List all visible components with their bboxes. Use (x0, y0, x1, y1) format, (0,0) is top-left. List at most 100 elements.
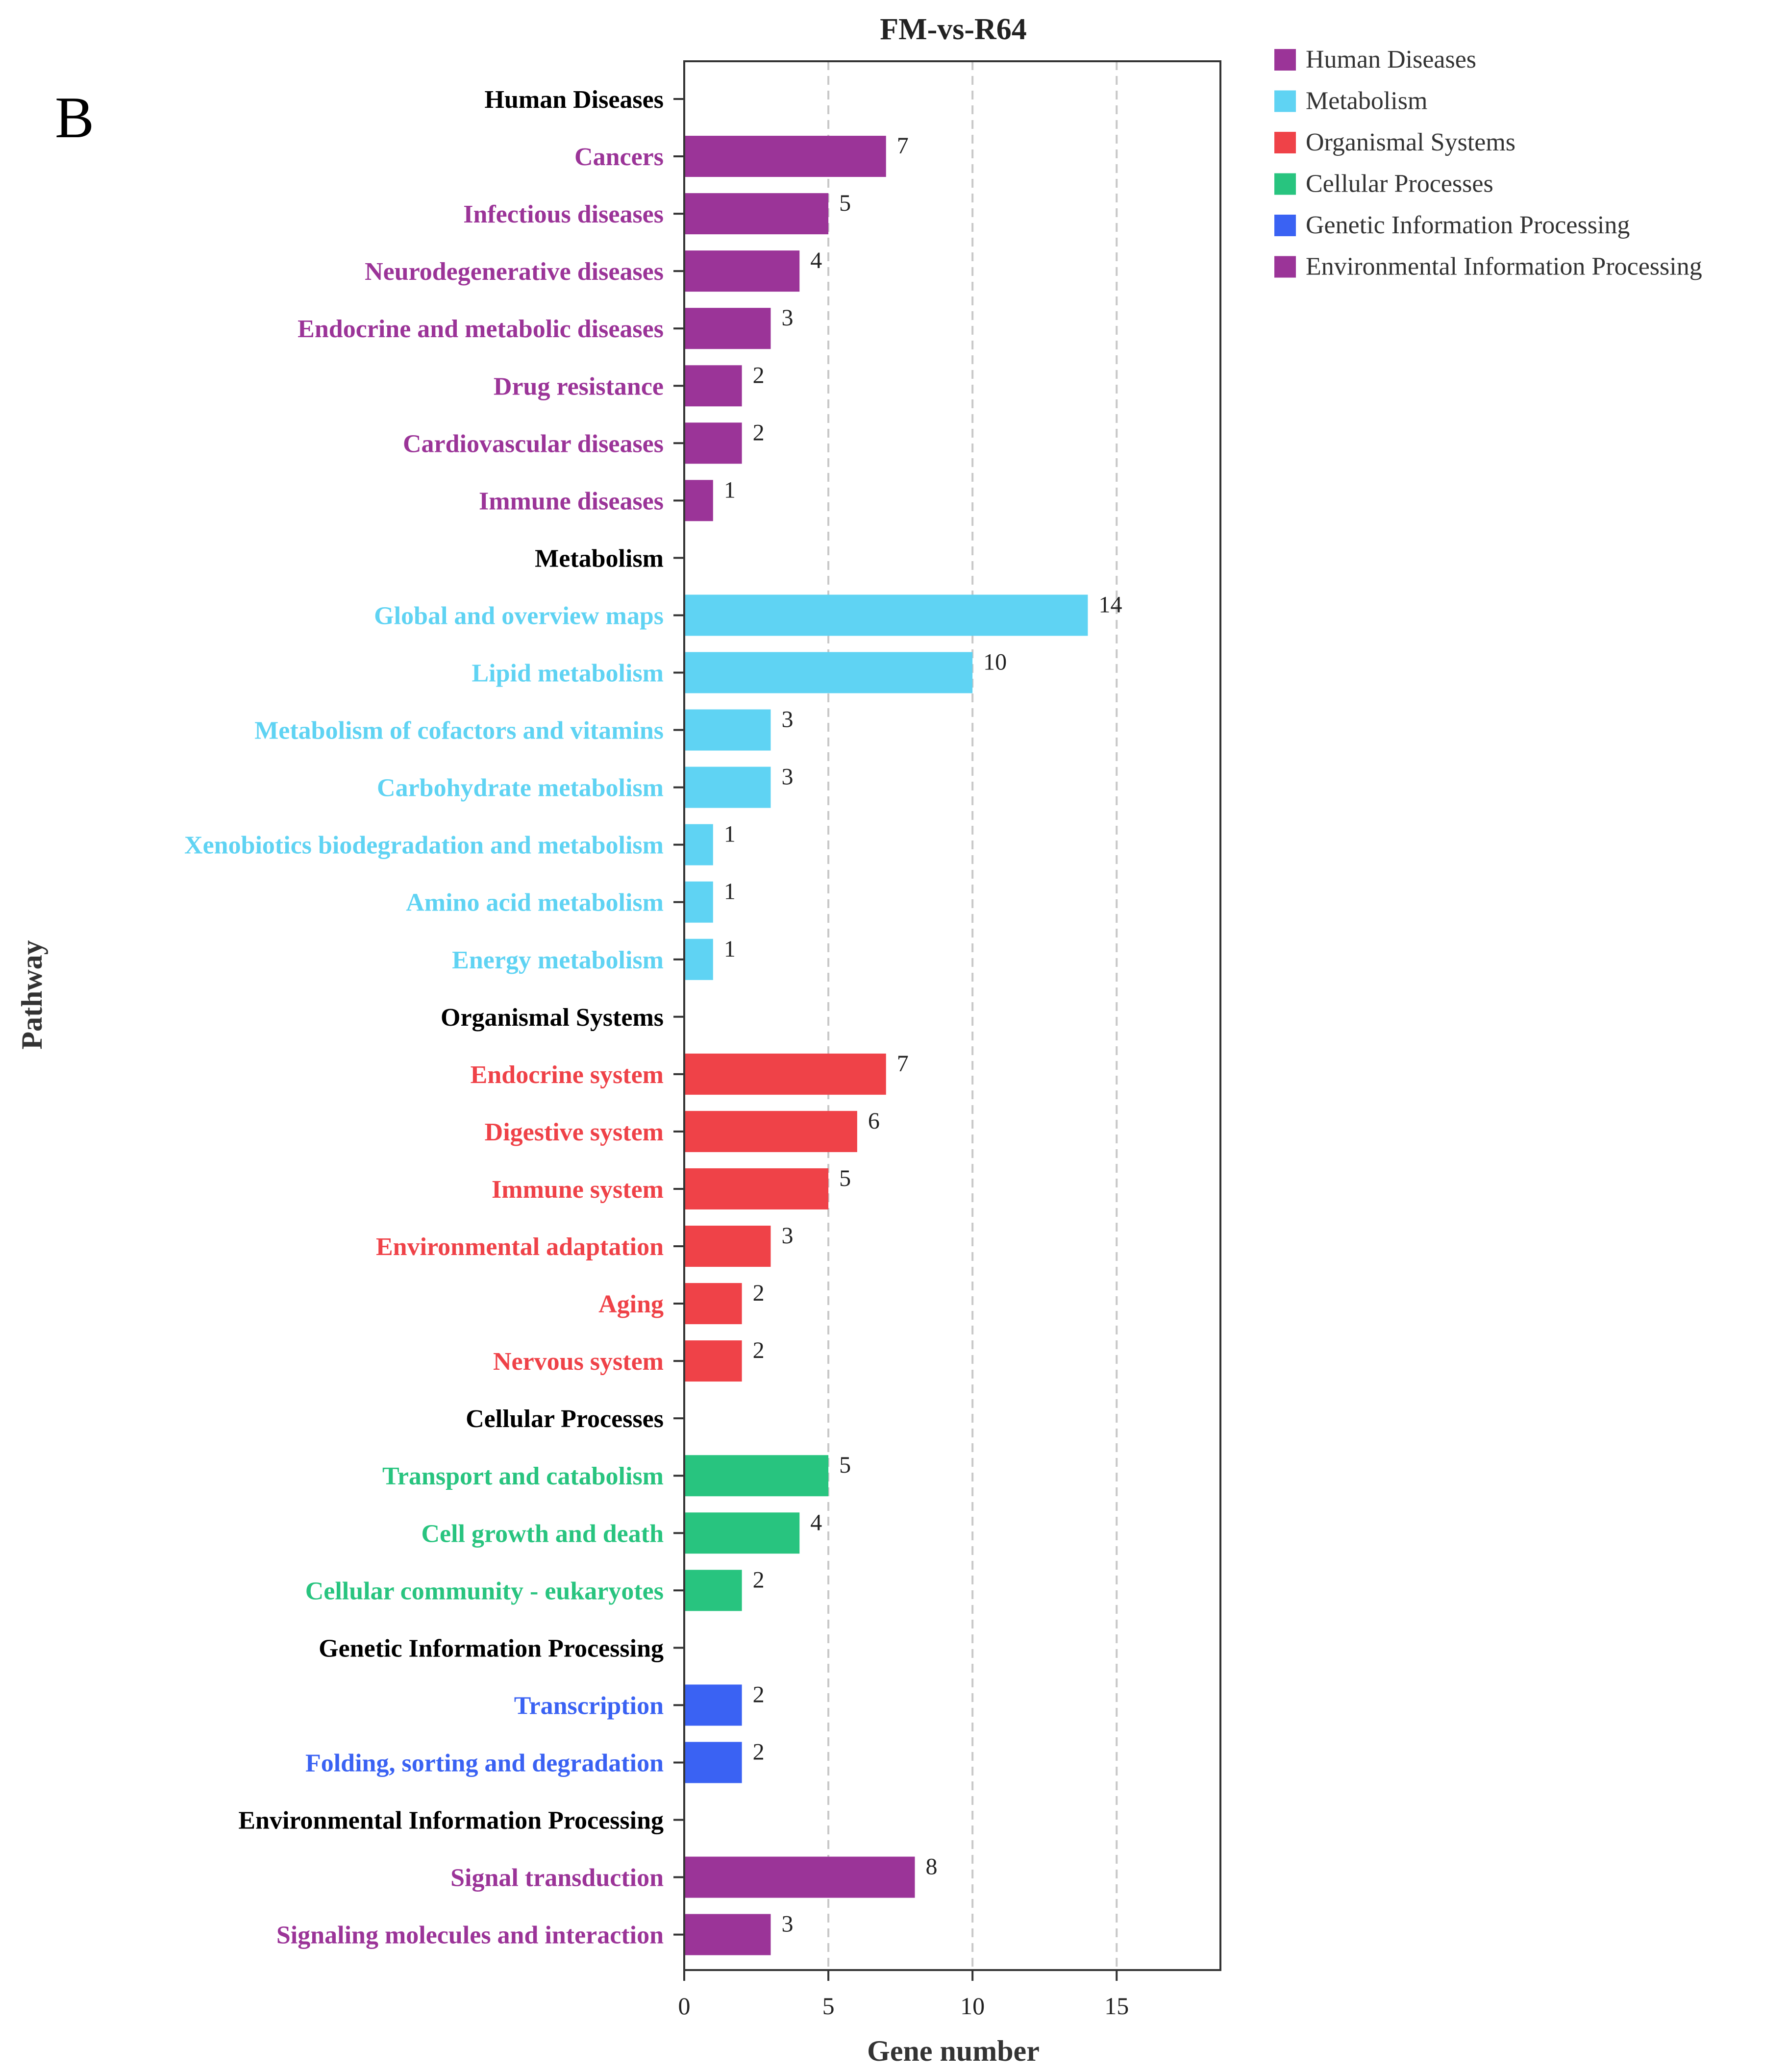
value-label: 3 (781, 305, 793, 331)
value-label: 6 (868, 1108, 880, 1134)
value-label: 2 (753, 1681, 765, 1707)
value-label: 4 (810, 1509, 822, 1535)
value-label: 4 (810, 247, 822, 273)
chart-title: FM-vs-R64 (880, 13, 1027, 46)
group-header-label: Organismal Systems (441, 1004, 664, 1032)
bar (684, 1110, 857, 1152)
value-label: 8 (926, 1854, 938, 1880)
value-label: 2 (753, 1567, 765, 1593)
value-label: 14 (1098, 592, 1122, 617)
category-label: Energy metabolism (452, 946, 664, 974)
category-label: Folding, sorting and degradation (305, 1749, 664, 1777)
bar (684, 709, 771, 751)
x-tick-label: 0 (678, 1992, 691, 2020)
category-label: Infectious diseases (463, 200, 664, 228)
bar (684, 136, 886, 177)
category-label: Aging (598, 1290, 664, 1318)
bar (684, 365, 742, 407)
category-label: Cell growth and death (421, 1520, 664, 1548)
group-header-label: Cellular Processes (466, 1405, 664, 1433)
value-label: 1 (724, 477, 736, 503)
bar (684, 308, 771, 349)
bar (684, 766, 771, 808)
value-label: 3 (781, 1911, 793, 1937)
y-axis-title: Pathway (16, 940, 48, 1049)
category-labels: Human Diseases Cancers Infectious diseases… (184, 86, 664, 1949)
axes: 0 5 10 15 (673, 60, 1221, 2020)
grid-lines (827, 61, 1118, 1970)
legend: Human Diseases Metabolism Organismal Syste… (1274, 46, 1702, 281)
category-label: Immune system (492, 1176, 664, 1204)
category-label: Neurodegenerative diseases (365, 258, 664, 286)
category-label: Cancers (574, 143, 664, 171)
value-labels: 7 5 4 3 2 2 1 14 10 3 3 1 1 1 7 6 5 3 2 2 5 4 2 2 2 8 3 (724, 133, 1122, 1937)
legend-label: Organismal Systems (1306, 128, 1515, 156)
bar (684, 1168, 829, 1209)
bar (684, 1856, 915, 1898)
category-label: Endocrine and metabolic diseases (298, 315, 664, 343)
category-label: Cardiovascular diseases (403, 430, 664, 458)
legend-swatch (1274, 173, 1296, 195)
bar (684, 1512, 800, 1554)
value-label: 1 (724, 879, 736, 905)
value-label: 5 (839, 190, 851, 216)
legend-label: Cellular Processes (1306, 170, 1493, 198)
group-header-label: Genetic Information Processing (319, 1634, 664, 1662)
value-label: 2 (753, 1337, 765, 1363)
category-label: Global and overview maps (374, 602, 664, 630)
legend-swatch (1274, 215, 1296, 236)
bar (684, 1914, 771, 1955)
value-label: 5 (839, 1452, 851, 1478)
legend-swatch (1274, 90, 1296, 112)
group-header-label: Human Diseases (485, 86, 664, 114)
value-label: 3 (781, 707, 793, 733)
legend-label: Human Diseases (1306, 46, 1476, 74)
bar (684, 1570, 742, 1611)
value-label: 2 (753, 1739, 765, 1765)
bar (684, 422, 742, 464)
category-label: Signal transduction (450, 1864, 664, 1892)
bar (684, 1053, 886, 1095)
category-label: Transport and catabolism (382, 1462, 664, 1490)
category-label: Metabolism of cofactors and vitamins (254, 717, 664, 745)
group-header-label: Environmental Information Processing (238, 1807, 664, 1835)
bar (684, 193, 829, 235)
value-label: 1 (724, 821, 736, 847)
legend-label: Genetic Information Processing (1306, 211, 1630, 239)
bar (684, 1226, 771, 1267)
bar (684, 594, 1088, 636)
bar (684, 824, 713, 865)
bar (684, 250, 800, 292)
bar (684, 1684, 742, 1726)
x-axis-title: Gene number (867, 2035, 1040, 2067)
bar (684, 1742, 742, 1783)
category-label: Lipid metabolism (472, 660, 664, 688)
legend-swatch (1274, 256, 1296, 278)
value-label: 7 (897, 1051, 909, 1077)
x-tick-label: 5 (822, 1992, 835, 2020)
category-label: Drug resistance (494, 372, 664, 400)
bar (684, 652, 973, 693)
legend-swatch (1274, 132, 1296, 153)
value-label: 2 (753, 419, 765, 445)
value-label: 3 (781, 1223, 793, 1249)
category-label: Signaling molecules and interaction (276, 1922, 664, 1949)
value-label: 7 (897, 133, 909, 159)
bars (684, 136, 1088, 1955)
value-label: 10 (983, 649, 1007, 675)
value-label: 5 (839, 1165, 851, 1191)
bar (684, 1340, 742, 1382)
legend-label: Environmental Information Processing (1306, 253, 1702, 281)
category-label: Cellular community - eukaryotes (305, 1577, 664, 1605)
category-label: Immune diseases (479, 487, 664, 515)
bar (684, 1455, 829, 1497)
bar (684, 938, 713, 980)
value-label: 3 (781, 764, 793, 790)
legend-label: Metabolism (1306, 87, 1427, 115)
category-label: Environmental adaptation (376, 1233, 664, 1261)
x-tick-label: 15 (1104, 1992, 1129, 2020)
category-label: Xenobiotics biodegradation and metabolis… (184, 832, 664, 860)
bar (684, 1283, 742, 1325)
group-header-label: Metabolism (535, 544, 664, 572)
